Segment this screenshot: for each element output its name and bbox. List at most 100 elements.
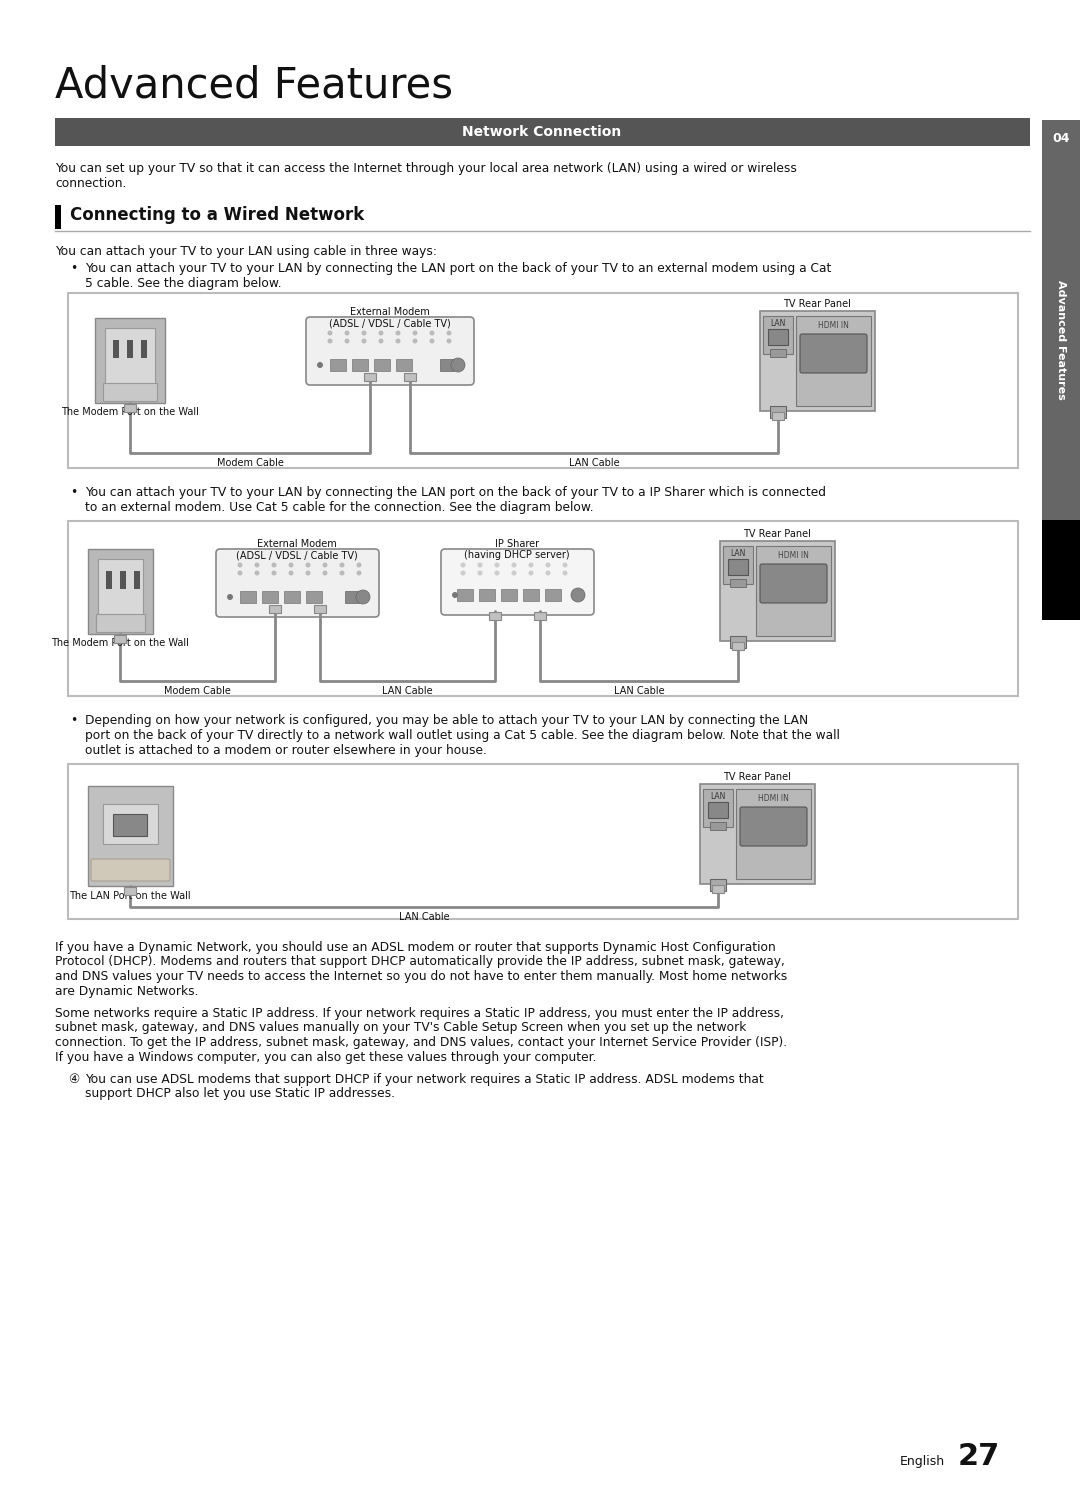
Text: Advanced Features: Advanced Features	[1056, 281, 1066, 400]
Bar	[523, 589, 539, 601]
Bar	[700, 784, 815, 884]
Bar	[330, 359, 346, 371]
Circle shape	[446, 330, 451, 336]
Bar	[284, 592, 300, 604]
Circle shape	[339, 563, 345, 568]
Circle shape	[477, 571, 483, 575]
Circle shape	[323, 571, 327, 575]
Text: Connecting to a Wired Network: Connecting to a Wired Network	[70, 206, 364, 224]
Bar	[756, 545, 831, 636]
Bar	[134, 571, 140, 589]
Circle shape	[356, 590, 370, 604]
Bar	[720, 541, 835, 641]
FancyBboxPatch shape	[91, 859, 170, 881]
Text: TV Rear Panel: TV Rear Panel	[783, 299, 851, 309]
Circle shape	[528, 571, 534, 575]
Text: IP Sharer: IP Sharer	[495, 539, 539, 548]
Bar	[703, 789, 733, 828]
Circle shape	[288, 563, 294, 568]
Circle shape	[563, 571, 567, 575]
Bar	[728, 559, 748, 575]
Bar	[68, 763, 1018, 919]
Text: (having DHCP server): (having DHCP server)	[464, 550, 570, 560]
FancyBboxPatch shape	[740, 807, 807, 846]
Text: HDMI IN: HDMI IN	[818, 321, 849, 330]
Text: subnet mask, gateway, and DNS values manually on your TV's Cable Setup Screen wh: subnet mask, gateway, and DNS values man…	[55, 1022, 746, 1034]
Text: (ADSL / VDSL / Cable TV): (ADSL / VDSL / Cable TV)	[329, 318, 450, 329]
Bar	[374, 359, 390, 371]
Text: •: •	[70, 486, 78, 499]
Bar	[68, 521, 1018, 696]
Circle shape	[255, 571, 259, 575]
Text: 5 cable. See the diagram below.: 5 cable. See the diagram below.	[85, 276, 282, 290]
FancyBboxPatch shape	[800, 335, 867, 374]
Text: LAN: LAN	[770, 320, 785, 329]
Circle shape	[545, 563, 551, 568]
Circle shape	[460, 563, 465, 568]
Bar	[457, 589, 473, 601]
Text: 27: 27	[958, 1442, 1000, 1472]
Circle shape	[477, 563, 483, 568]
Bar	[68, 293, 1018, 468]
Circle shape	[271, 571, 276, 575]
Circle shape	[345, 330, 350, 336]
Text: The LAN Port on the Wall: The LAN Port on the Wall	[69, 890, 191, 901]
Text: Network Connection: Network Connection	[462, 125, 622, 139]
Circle shape	[345, 339, 350, 344]
Bar	[306, 592, 322, 604]
Bar	[770, 406, 786, 418]
Text: You can use ADSL modems that support DHCP if your network requires a Static IP a: You can use ADSL modems that support DHC…	[85, 1073, 764, 1086]
Circle shape	[339, 571, 345, 575]
Bar	[114, 635, 126, 642]
Circle shape	[460, 571, 465, 575]
Text: LAN: LAN	[711, 792, 726, 801]
Circle shape	[451, 359, 465, 372]
Circle shape	[238, 563, 243, 568]
Bar	[55, 118, 1030, 146]
Text: TV Rear Panel: TV Rear Panel	[724, 772, 791, 781]
Bar	[501, 589, 517, 601]
Text: HDMI IN: HDMI IN	[757, 793, 788, 802]
Circle shape	[306, 571, 311, 575]
Circle shape	[446, 339, 451, 344]
Bar	[103, 382, 157, 400]
Text: LAN Cable: LAN Cable	[399, 911, 449, 922]
Text: outlet is attached to a modem or router elsewhere in your house.: outlet is attached to a modem or router …	[85, 744, 487, 757]
Bar	[489, 613, 501, 620]
Bar	[113, 814, 147, 837]
Circle shape	[362, 339, 366, 344]
FancyBboxPatch shape	[760, 565, 827, 604]
Text: TV Rear Panel: TV Rear Panel	[743, 529, 811, 539]
FancyBboxPatch shape	[216, 548, 379, 617]
Text: connection.: connection.	[55, 176, 126, 190]
Bar	[120, 571, 126, 589]
Bar	[404, 374, 416, 381]
Circle shape	[571, 589, 585, 602]
Bar	[127, 341, 133, 359]
Circle shape	[512, 571, 516, 575]
Text: Modem Cable: Modem Cable	[217, 459, 283, 468]
Bar	[710, 878, 726, 890]
Text: LAN Cable: LAN Cable	[569, 459, 619, 468]
Bar	[735, 789, 811, 878]
Text: External Modem: External Modem	[350, 306, 430, 317]
Text: You can attach your TV to your LAN by connecting the LAN port on the back of you: You can attach your TV to your LAN by co…	[85, 261, 832, 275]
Circle shape	[430, 339, 434, 344]
Circle shape	[356, 563, 362, 568]
Bar	[730, 636, 746, 648]
Circle shape	[512, 563, 516, 568]
Bar	[768, 329, 788, 345]
Text: 04: 04	[1052, 131, 1070, 145]
Text: are Dynamic Networks.: are Dynamic Networks.	[55, 985, 199, 998]
Circle shape	[528, 563, 534, 568]
Text: LAN Cable: LAN Cable	[381, 686, 432, 696]
Bar	[124, 403, 136, 412]
Bar	[106, 571, 112, 589]
Circle shape	[378, 330, 383, 336]
FancyBboxPatch shape	[441, 548, 594, 616]
Text: If you have a Dynamic Network, you should use an ADSL modem or router that suppo: If you have a Dynamic Network, you shoul…	[55, 941, 775, 955]
Text: You can set up your TV so that it can access the Internet through your local are: You can set up your TV so that it can ac…	[55, 161, 797, 175]
Circle shape	[395, 330, 401, 336]
Text: •: •	[70, 261, 78, 275]
Text: •: •	[70, 714, 78, 728]
